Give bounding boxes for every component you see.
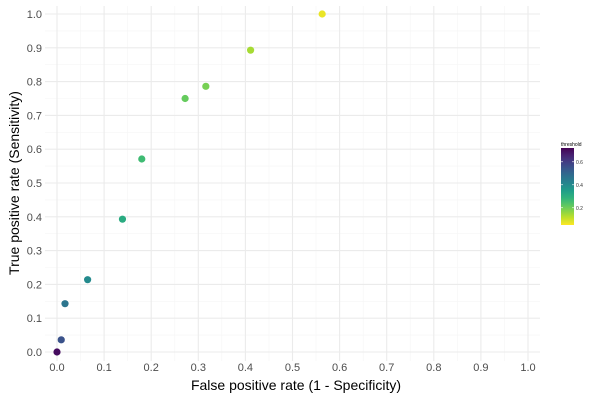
data-point (61, 300, 69, 308)
y-tick-label: 0.0 (27, 347, 42, 359)
data-point (57, 336, 65, 344)
data-point (318, 10, 326, 18)
x-tick-label: 0.3 (191, 362, 206, 374)
x-tick-label: 0.7 (379, 362, 394, 374)
data-point (181, 94, 189, 103)
y-tick-label: 1.0 (27, 9, 42, 21)
color-legend: threshold 0.6 0.4 0.2 (561, 142, 583, 225)
grid (45, 6, 540, 361)
tick-labels: 0.0 0.1 0.2 0.3 0.4 0.5 0.6 0.7 0.8 0.9 1.0 0.0 0.1 0… (27, 9, 536, 374)
x-tick-label: 0.6 (332, 362, 347, 374)
x-tick-label: 0.0 (49, 362, 64, 374)
legend-colorbar (561, 148, 574, 225)
y-tick-label: 0.6 (27, 144, 42, 156)
data-point (118, 215, 127, 223)
data-point (53, 348, 61, 356)
legend-tick-label: 0.4 (576, 183, 583, 189)
legend-title: threshold (561, 142, 582, 148)
data-point (246, 46, 255, 54)
x-tick-label: 0.1 (96, 362, 111, 374)
legend-tick-label: 0.2 (576, 206, 583, 212)
x-tick-label: 1.0 (520, 362, 535, 374)
legend-ticks: 0.6 0.4 0.2 (561, 160, 583, 212)
y-tick-label: 0.8 (27, 77, 42, 89)
x-tick-label: 0.9 (473, 362, 488, 374)
y-tick-label: 0.7 (27, 110, 42, 122)
y-tick-label: 0.5 (27, 178, 42, 190)
y-tick-label: 0.3 (27, 246, 42, 258)
x-tick-label: 0.5 (285, 362, 300, 374)
data-points (53, 10, 326, 356)
y-tick-label: 0.9 (27, 43, 42, 55)
data-point (84, 276, 92, 284)
data-point (138, 155, 146, 163)
x-tick-label: 0.8 (426, 362, 441, 374)
y-axis-title: True positive rate (Sensitivity) (6, 91, 22, 275)
y-tick-label: 0.1 (27, 313, 42, 325)
x-tick-label: 0.4 (238, 362, 253, 374)
y-tick-label: 0.2 (27, 279, 42, 291)
x-axis-title: False positive rate (1 - Specificity) (191, 377, 401, 393)
x-tick-label: 0.2 (144, 362, 159, 374)
legend-tick-label: 0.6 (576, 160, 583, 166)
y-tick-label: 0.4 (27, 212, 42, 224)
data-point (202, 82, 210, 90)
